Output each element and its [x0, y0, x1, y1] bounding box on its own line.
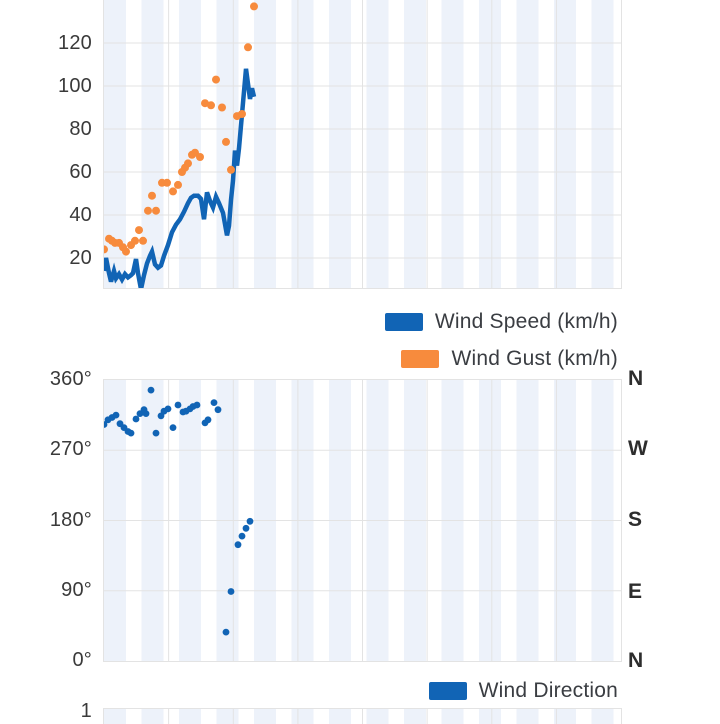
- dir-ytick-360: 360°: [49, 368, 92, 390]
- next-chart-plot-area[interactable]: [103, 708, 622, 724]
- wind-speed-plot-area[interactable]: [103, 0, 622, 289]
- compass-tick-w: W: [628, 437, 648, 460]
- wind-ytick-60: 60: [69, 161, 92, 183]
- dir-ytick-90: 90°: [61, 579, 92, 601]
- compass-tick-e: E: [628, 580, 643, 603]
- wind-speed-legend-label: Wind Speed (km/h): [434, 310, 618, 333]
- wind-speed-chart-canvas: [104, 0, 621, 288]
- wind-direction-plot-area[interactable]: [103, 379, 622, 662]
- dir-ytick-0: 0°: [72, 649, 92, 671]
- compass-tick-n-bottom: N: [628, 649, 644, 672]
- wind-direction-swatch: [428, 682, 467, 700]
- legend-wind-speed[interactable]: Wind Speed (km/h): [384, 310, 618, 334]
- wind-direction-legend-label: Wind Direction: [478, 679, 618, 702]
- dir-ytick-180: 180°: [49, 509, 92, 531]
- compass-tick-s: S: [628, 508, 643, 531]
- wind-ytick-20: 20: [69, 247, 92, 269]
- wind-ytick-100: 100: [58, 75, 92, 97]
- legend-wind-direction[interactable]: Wind Direction: [428, 679, 618, 703]
- wind-direction-chart-canvas: [104, 380, 621, 661]
- dir-ytick-270: 270°: [49, 438, 92, 460]
- legend-wind-gust[interactable]: Wind Gust (km/h): [401, 347, 618, 371]
- wind-speed-swatch: [384, 313, 423, 331]
- wind-ytick-40: 40: [69, 204, 92, 226]
- wind-ytick-80: 80: [69, 118, 92, 140]
- compass-tick-n-top: N: [628, 367, 644, 390]
- wind-gust-legend-label: Wind Gust (km/h): [451, 347, 618, 370]
- wind-gust-swatch: [401, 350, 440, 368]
- next-chart-ytick-1: 1: [80, 700, 92, 722]
- next-chart-canvas: [168, 709, 557, 724]
- wind-ytick-120: 120: [58, 32, 92, 54]
